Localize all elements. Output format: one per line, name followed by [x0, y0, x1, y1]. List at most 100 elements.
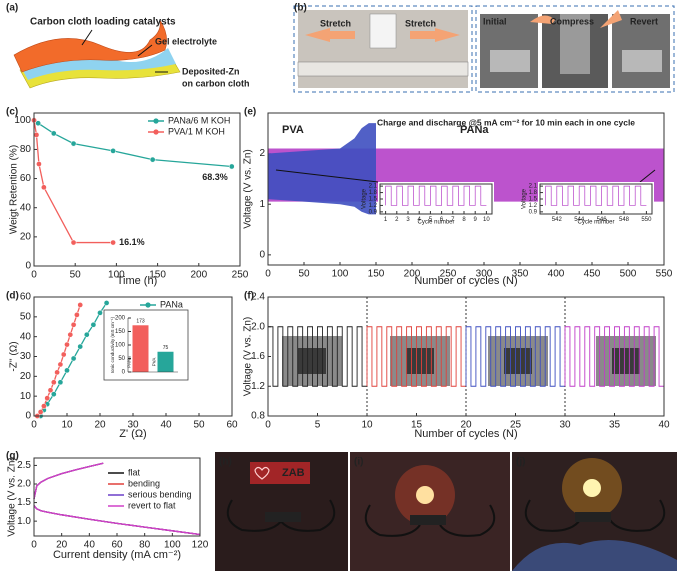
x-tick-label: 30 — [127, 420, 139, 431]
y-tick-label: 40 — [20, 202, 32, 213]
x-tick-label: 0 — [31, 270, 37, 281]
x-tick-label: 30 — [559, 420, 571, 431]
legend-marker — [153, 118, 159, 124]
illustration-a — [13, 19, 181, 89]
y-tick-label: 0 — [25, 261, 31, 272]
data-point — [70, 140, 77, 147]
data-point — [70, 239, 77, 246]
y-tick-label: 1.5 — [529, 197, 538, 203]
data-point — [103, 300, 110, 306]
pointer — [275, 169, 379, 183]
data-point — [97, 310, 103, 316]
y-tick-label: 1.5 — [369, 197, 378, 203]
x-tick-label: 20 — [460, 420, 472, 431]
panel-label: (j) — [516, 457, 525, 468]
legend-label: bending — [128, 478, 160, 488]
panel-label: (a) — [6, 3, 18, 14]
x-axis-label: Cycle number — [577, 220, 614, 226]
x-tick-label: 120 — [192, 540, 209, 551]
y-axis-label: Voltage — [522, 188, 528, 209]
x-tick-label: 100 — [332, 269, 349, 280]
y-tick-label: 1.5 — [17, 497, 31, 508]
y-axis-label: Voltage — [362, 188, 368, 209]
series-line — [33, 462, 104, 499]
category-label: PVA — [151, 358, 156, 367]
y-tick-label: 60 — [20, 292, 32, 303]
y-tick-label: 30 — [20, 351, 32, 362]
y-axis-label: Weigt Retention (%) — [9, 145, 20, 234]
x-tick-label: 3 — [406, 217, 410, 223]
x-tick-label: 60 — [111, 540, 123, 551]
data-point — [37, 409, 44, 415]
data-point — [44, 395, 51, 401]
x-tick-label: 60 — [226, 420, 238, 431]
data-point — [64, 367, 70, 374]
y-axis-label: -Z'' (Ω) — [9, 341, 20, 371]
x-tick-label: 150 — [149, 270, 166, 281]
data-point — [41, 403, 47, 409]
value-label: 173 — [136, 319, 145, 325]
data-point — [57, 379, 64, 386]
x-tick-label: 350 — [512, 269, 529, 280]
legend-label: PVA/1 M KOH — [168, 126, 225, 136]
panel-label: (e) — [244, 107, 256, 118]
data-point — [70, 355, 77, 362]
chart-title: Charge and discharge @5 mA cm⁻² for 10 m… — [377, 117, 635, 127]
series-label: PANa — [460, 124, 489, 136]
legend-marker — [153, 129, 159, 135]
data-point — [110, 239, 116, 246]
photo-detail — [504, 348, 532, 374]
x-tick-label: 0 — [31, 540, 37, 551]
legend-label: flat — [128, 467, 141, 477]
x-tick-label: 200 — [190, 270, 207, 281]
plot-frame — [33, 457, 201, 537]
x-axis-label: Cycle number — [417, 220, 454, 226]
y-axis-label: Voltage (V vs. Zn) — [243, 317, 254, 396]
legend-label: PANa/6 M KOH — [168, 115, 230, 125]
data-point — [57, 361, 64, 368]
square-wave — [366, 326, 466, 387]
x-axis-label: Z' (Ω) — [119, 428, 146, 440]
data-point — [64, 341, 70, 348]
data-point — [50, 379, 57, 386]
annotation: 68.3% — [202, 172, 228, 182]
y-tick-label: 1.0 — [17, 516, 31, 527]
x-tick-label: 40 — [160, 420, 172, 431]
y-tick-label: 1.2 — [529, 203, 538, 209]
data-point — [90, 321, 97, 328]
pointer — [639, 169, 656, 183]
annotation: ZAB — [282, 467, 305, 479]
x-tick-label: 8 — [462, 217, 466, 223]
x-tick-label: 0 — [265, 269, 271, 280]
photo-detail — [612, 348, 640, 374]
data-point — [41, 184, 47, 191]
data-point — [33, 132, 40, 138]
series-line — [33, 462, 104, 499]
x-tick-label: 25 — [510, 420, 522, 431]
x-tick-label: 4 — [418, 217, 422, 223]
x-tick-label: 450 — [584, 269, 601, 280]
data-point — [149, 156, 156, 163]
y-tick-label: 1.2 — [369, 203, 378, 209]
x-tick-label: 20 — [56, 540, 68, 551]
x-tick-label: 40 — [658, 420, 670, 431]
x-tick-label: 9 — [474, 217, 478, 223]
photos-b — [293, 5, 675, 93]
panel-label: (c) — [6, 107, 18, 118]
x-tick-label: 300 — [476, 269, 493, 280]
y-tick-label: 0 — [122, 370, 126, 376]
y-tick-label: 2 — [259, 148, 265, 159]
series-label: PVA — [282, 124, 304, 136]
x-tick-label: 6 — [440, 217, 444, 223]
photo-detail — [406, 348, 434, 374]
y-tick-label: 60 — [20, 173, 32, 184]
y-tick-label: 2.4 — [251, 292, 265, 303]
x-tick-label: 100 — [108, 270, 125, 281]
series-line — [33, 505, 201, 536]
category-label: PANa — [126, 356, 131, 368]
data-point — [70, 321, 77, 328]
plot-frame — [33, 296, 233, 417]
x-tick-label: 200 — [404, 269, 421, 280]
x-tick-label: 1 — [384, 217, 388, 223]
y-tick-label: 50 — [20, 311, 32, 322]
